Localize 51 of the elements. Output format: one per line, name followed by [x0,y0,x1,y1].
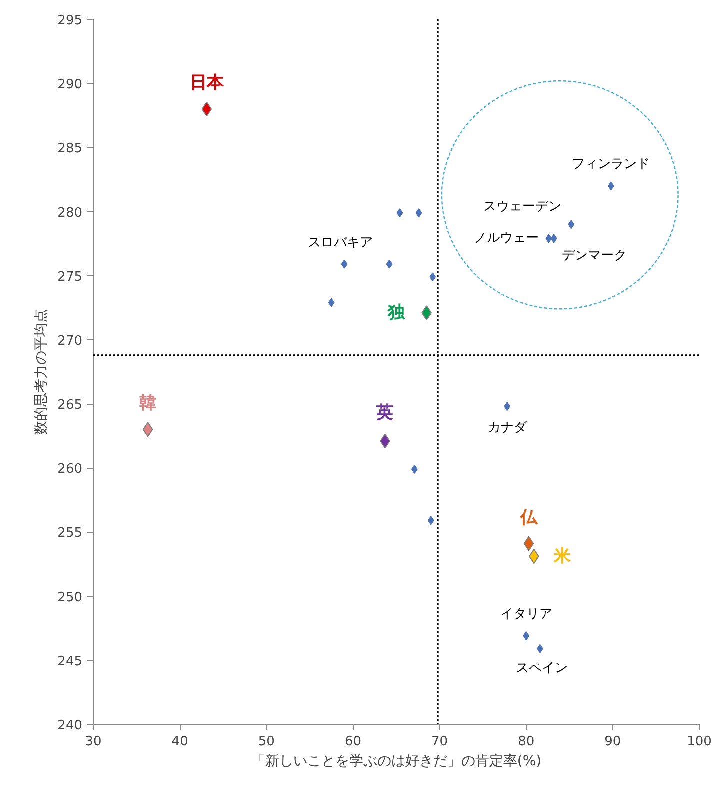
x-tick-label: 50 [258,734,275,750]
point [202,102,212,117]
point [523,632,530,641]
point [328,298,335,308]
point [568,220,575,230]
x-axis-title: 「新しいことを学ぶのは好きだ」の肯定率(%) [251,754,542,770]
x-tick-label: 100 [687,734,712,750]
series-label: 韓 [140,394,157,414]
series-label: 英 [376,403,394,424]
point [386,260,393,269]
x-tick-label: 90 [604,734,622,750]
annotation: イタリア [500,607,552,622]
annotation: スペイン [516,660,568,676]
annotation: ノルウェー [474,231,539,246]
y-tick-label: 245 [58,654,83,670]
y-tick-label: 285 [58,142,83,157]
y-tick-label: 265 [58,398,83,414]
annotation: スロバキア [308,235,374,250]
x-tick-label: 60 [344,734,362,750]
point [341,260,348,269]
x-tick-label: 80 [518,734,535,750]
point [416,208,422,218]
x-tick-label: 30 [85,734,102,750]
annotation: スウェーデン [483,200,562,215]
series-label: 米 [553,546,572,567]
y-tick-label: 290 [58,78,83,93]
point [528,549,540,564]
y-axis-title: 数的思考力の平均点 [34,309,50,435]
y-tick-label: 255 [58,526,83,542]
point [142,422,154,438]
annotation: カナダ [488,420,528,436]
annotation: フィンランド [572,157,650,172]
y-tick-label: 270 [58,334,83,349]
x-tick-label: 70 [432,734,448,750]
y-tick-label: 295 [58,14,83,28]
series-label: 独 [386,303,406,324]
series-label: 日本 [190,73,225,94]
y-tick-label: 260 [58,462,83,478]
point [428,516,434,526]
series-label: 仏 [519,508,538,528]
point [430,272,436,282]
x-tick-label: 40 [172,734,188,750]
point [524,536,534,552]
y-tick-label: 280 [58,206,83,221]
point [546,234,552,244]
point [396,208,404,218]
point [550,234,558,244]
y-tick-label: 250 [58,590,83,606]
annotation: デンマーク [562,248,628,264]
y-tick-label: 275 [58,270,83,285]
y-tick-label: 240 [58,718,83,734]
